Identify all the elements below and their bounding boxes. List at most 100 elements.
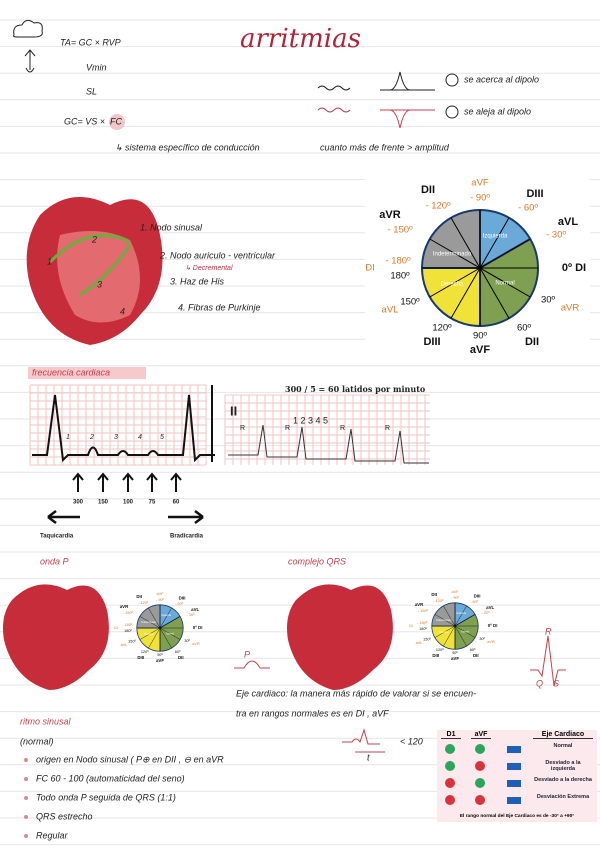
sign-icon — [475, 795, 485, 805]
ecg-trace — [228, 424, 429, 464]
axis-label: 90º — [452, 651, 458, 655]
beat-number: 3 — [114, 434, 118, 441]
dipole-sketch — [317, 107, 435, 129]
axis-label: - 150º — [387, 225, 413, 236]
axis-label: DIII — [179, 596, 186, 601]
axis-label: - 120º — [425, 201, 451, 212]
list-item: ↳ Decremental — [185, 264, 233, 272]
axis-label: t — [367, 752, 370, 762]
axis-label: 180º — [390, 271, 410, 282]
axis-label: aVL — [382, 305, 399, 316]
list-item: 1. Nodo sinusal — [140, 222, 203, 232]
axis-label: DIII — [526, 188, 543, 200]
sign-icon — [445, 778, 455, 788]
note: Eje cardiaco: la manera más rápido de va… — [236, 688, 476, 698]
list-item: Regular — [36, 830, 69, 840]
number: 2 — [91, 234, 97, 244]
axis-label: - 180º — [122, 623, 133, 627]
wave-label: R — [240, 425, 245, 432]
bullet — [24, 815, 28, 819]
plus-icon — [445, 73, 459, 87]
list-item: Todo onda P seguida de QRS (1:1) — [36, 792, 176, 802]
list-item: 2. Nodo auriculo - ventricular — [159, 250, 276, 260]
axis-label: 60º — [517, 323, 532, 334]
axis-label: aVF — [451, 656, 459, 661]
wave-label: S — [553, 678, 559, 688]
axis-label: aVL — [486, 605, 494, 610]
formula: GC= VS × — [64, 116, 105, 126]
ecg-trace — [32, 394, 215, 463]
sign-icon — [445, 761, 455, 771]
note: se acerca al dipolo — [464, 74, 539, 84]
axis-label: aVR — [192, 642, 200, 646]
axis-label: 60º — [175, 650, 181, 654]
wave-label: Q — [536, 678, 543, 688]
note: se aleja al dipolo — [464, 106, 531, 116]
arrow — [122, 472, 134, 492]
axis-label: DII — [431, 592, 437, 597]
lead-label: II — [230, 403, 237, 418]
axis-label: 150º — [128, 640, 136, 644]
axis-label: DIII — [474, 594, 481, 599]
p-wave — [234, 660, 270, 669]
table-header: D1 — [441, 731, 461, 739]
axis-label: aVR — [379, 209, 400, 221]
sector-label: Normal — [461, 631, 469, 634]
sector-label: Derecha — [144, 633, 154, 636]
beat-number: 2 — [89, 434, 94, 441]
sign-icon — [445, 795, 455, 805]
section-title: complejo QRS — [288, 556, 346, 566]
axis-label: 150º — [423, 638, 431, 642]
axis-label: aVL — [416, 641, 423, 645]
highlight — [28, 367, 146, 379]
list-item: 3. Haz de His — [170, 276, 225, 286]
axis-label: aVR — [120, 604, 129, 609]
axis-label: DII — [473, 653, 479, 658]
qrs-wave — [530, 635, 566, 687]
table-cell: Normal — [553, 743, 573, 749]
axis-label: 0º DI — [488, 623, 498, 628]
axis-label: 180º — [419, 627, 427, 631]
axis-sector — [420, 208, 481, 269]
axis-label: 90º — [157, 653, 163, 657]
axis-label: 180º — [124, 629, 132, 633]
axis-sector — [431, 602, 456, 627]
table-header: Eje Cardiaco — [533, 731, 593, 739]
arrows — [47, 510, 204, 524]
axis-label: aVL — [121, 643, 128, 647]
axis-sector — [431, 625, 456, 650]
bullet — [24, 777, 28, 781]
rate-label: 75 — [149, 500, 156, 506]
axis-label: aVL — [191, 607, 199, 612]
wave-label: R — [285, 425, 290, 432]
axis-label: aVL — [558, 216, 578, 228]
axis-label: - 150º — [123, 611, 134, 615]
section-title: frecuencia cardiaca — [32, 367, 110, 377]
axis-label: 0º DI — [562, 262, 586, 274]
axis-table: D1 aVF Eje Cardiaco Normal Desviado a la izq… — [437, 730, 597, 822]
arrow — [97, 472, 109, 492]
list-item: 4. Fibras de Purkinje — [178, 302, 261, 312]
note: tra en rangos normales es en DI , aVF — [236, 708, 389, 718]
number: 4 — [120, 306, 125, 316]
label: Taquicardia — [40, 534, 74, 540]
sector-label: Normal — [495, 281, 514, 287]
axis-sector — [136, 627, 161, 652]
axis-label: 120º — [432, 323, 452, 334]
heart-illustration — [287, 584, 393, 690]
list-item: origen en Nodo sinusal ( P⊕ en DII , ⊖ e… — [36, 754, 224, 764]
axis-label: DII — [136, 594, 142, 599]
sign-icon — [475, 744, 485, 754]
note: < 120 — [400, 736, 423, 746]
sign-icon — [445, 744, 455, 754]
arrow-icon — [507, 780, 521, 787]
axis-label: 30º — [479, 637, 485, 641]
ecg-grid — [29, 384, 207, 466]
section-title: ritmo sinusal — [20, 716, 72, 726]
dipole-sketch — [317, 71, 435, 91]
axis-label: - 90º — [451, 596, 460, 600]
axis-label: aVF — [471, 178, 489, 189]
axis-label: aVF — [470, 344, 490, 356]
lead-axis — [139, 616, 181, 640]
axis-label: - 150º — [418, 609, 429, 613]
